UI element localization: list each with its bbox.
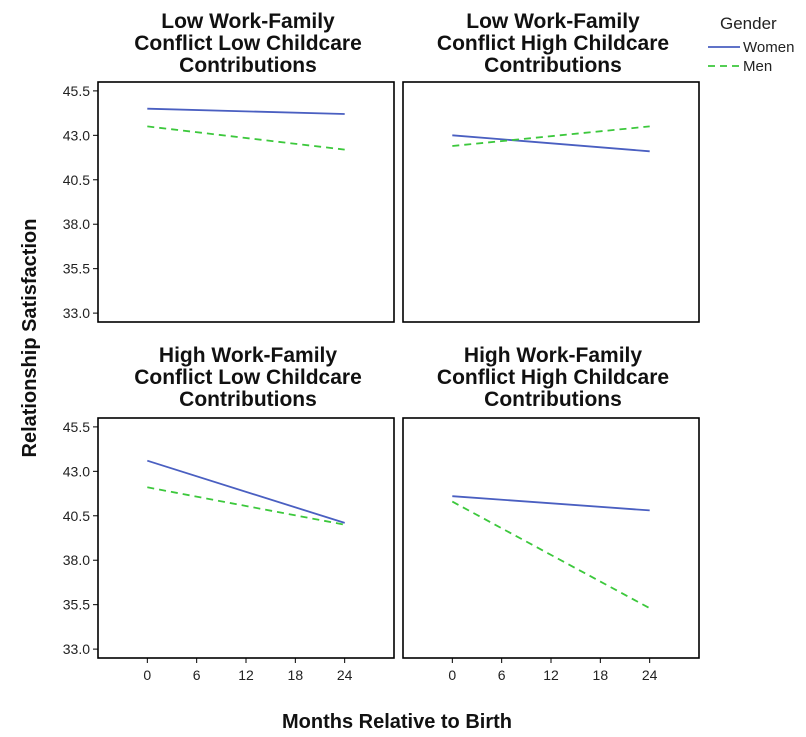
series-line-men: [147, 125, 345, 151]
panel-title-line: Conflict High Childcare: [437, 32, 669, 55]
panel-title-line: Contributions: [179, 54, 317, 77]
y-tick-label: 40.5: [63, 172, 90, 188]
legend: Gender Women Men: [708, 14, 794, 75]
x-tick-label: 24: [337, 667, 353, 683]
y-tick-label: 38.0: [63, 552, 90, 568]
plot-frame: [402, 81, 700, 323]
y-tick-label: 43.0: [63, 127, 90, 143]
panel-title-line: Low Work-Family: [466, 10, 640, 33]
series-line-men: [452, 125, 650, 147]
plot-frame: [402, 417, 700, 659]
y-tick-label: 45.5: [63, 419, 90, 435]
plot-frame: [97, 81, 395, 323]
y-tick-label: 33.0: [63, 305, 90, 321]
legend-title: Gender: [720, 14, 777, 33]
x-tick-label: 18: [288, 667, 304, 683]
panel-title-line: Conflict High Childcare: [437, 366, 669, 389]
x-tick-label: 24: [642, 667, 658, 683]
panel-title-line: High Work-Family: [159, 344, 337, 367]
y-tick-label: 40.5: [63, 508, 90, 524]
y-tick-label: 35.5: [63, 261, 90, 277]
y-tick-label: 43.0: [63, 463, 90, 479]
y-tick-label: 35.5: [63, 597, 90, 613]
y-tick-label: 45.5: [63, 83, 90, 99]
panel-title-line: Conflict Low Childcare: [134, 366, 362, 389]
x-tick-label: 18: [593, 667, 609, 683]
x-axis-title: Months Relative to Birth: [282, 711, 512, 733]
x-tick-label: 6: [193, 667, 201, 683]
panel-title-line: Contributions: [484, 54, 622, 77]
panel-title-line: High Work-Family: [464, 344, 642, 367]
series-line-women: [147, 459, 345, 524]
y-axis-title: Relationship Satisfaction: [19, 219, 41, 458]
panel-title-line: Conflict Low Childcare: [134, 32, 362, 55]
series-line-women: [147, 107, 345, 115]
x-tick-label: 12: [238, 667, 254, 683]
legend-label-women: Women: [743, 39, 794, 56]
plot-frame: [97, 417, 395, 659]
series-line-women: [452, 134, 650, 153]
x-tick-label: 6: [498, 667, 506, 683]
legend-label-men: Men: [743, 58, 772, 75]
y-tick-label: 33.0: [63, 641, 90, 657]
panel-title-line: Low Work-Family: [161, 10, 335, 33]
series-line-women: [452, 495, 650, 512]
x-tick-label: 0: [143, 667, 151, 683]
series-line-men: [147, 486, 345, 526]
x-tick-label: 12: [543, 667, 559, 683]
panel-title-line: Contributions: [179, 388, 317, 411]
x-tick-label: 0: [448, 667, 456, 683]
y-tick-label: 38.0: [63, 216, 90, 232]
panel-title-line: Contributions: [484, 388, 622, 411]
series-line-men: [451, 500, 651, 609]
